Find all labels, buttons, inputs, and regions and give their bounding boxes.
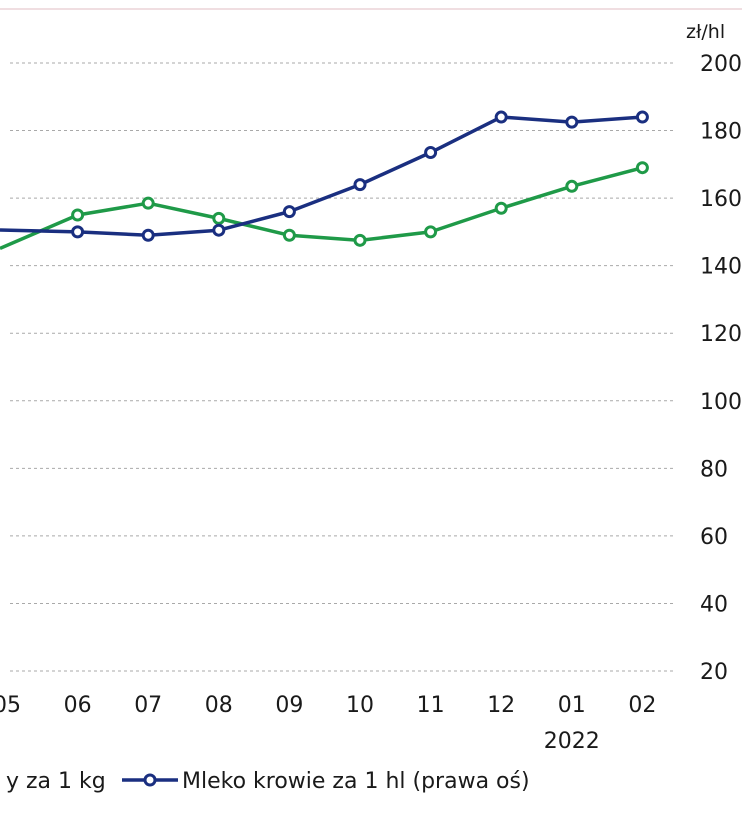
x-tick-label: 08 (205, 693, 233, 718)
data-point (494, 201, 508, 215)
y-tick-label: 200 (700, 52, 742, 77)
legend-label: Mleko krowie za 1 hl (prawa oś) (182, 769, 530, 794)
data-point (212, 223, 226, 237)
y-tick-label: 40 (700, 592, 728, 617)
series-line (0, 115, 643, 238)
x-tick-label: 05 (0, 693, 21, 718)
y-tick-label: 100 (700, 390, 742, 415)
x-tick-label: 07 (134, 693, 162, 718)
data-point (635, 110, 649, 124)
data-point (282, 228, 296, 242)
legend-label: y za 1 kg (6, 769, 106, 794)
x-tick-label: 02 (628, 693, 656, 718)
y-tick-label: 160 (700, 187, 742, 212)
x-tick-label: 12 (487, 693, 515, 718)
series-line (0, 166, 643, 251)
data-point (424, 146, 438, 160)
y-tick-label: 140 (700, 255, 742, 280)
y-axis-right: 20 40 60 80 100 120 140 160 180 200 (700, 52, 742, 685)
gridlines (10, 62, 675, 672)
y-axis-unit-label: zł/hl (686, 21, 725, 43)
y-tick-label: 20 (700, 660, 728, 685)
data-point (635, 161, 649, 175)
data-point (353, 233, 367, 247)
x-tick-label: 06 (64, 693, 92, 718)
data-point (71, 225, 85, 239)
y-tick-label: 180 (700, 120, 742, 145)
series-lines (0, 110, 649, 251)
data-point (141, 196, 155, 210)
data-point (494, 110, 508, 124)
data-point (565, 179, 579, 193)
data-point (212, 211, 226, 225)
data-point (71, 208, 85, 222)
legend: y za 1 kg Mleko krowie za 1 hl (prawa oś) (6, 769, 530, 794)
y-tick-label: 60 (700, 525, 728, 550)
x-axis: 05 06 07 08 09 10 11 12 01 2022 02 (0, 693, 656, 754)
y-tick-label: 120 (700, 322, 742, 347)
data-point (141, 228, 155, 242)
data-point (353, 178, 367, 192)
x-tick-label: 10 (346, 693, 374, 718)
data-point (424, 225, 438, 239)
data-point (565, 115, 579, 129)
data-point (282, 205, 296, 219)
y-tick-label: 80 (700, 457, 728, 482)
x-tick-label: 09 (275, 693, 303, 718)
x-tick-label: 11 (417, 693, 445, 718)
x-tick-label: 01 (558, 693, 586, 718)
x-year-label: 2022 (544, 729, 600, 754)
legend-marker (143, 773, 157, 787)
